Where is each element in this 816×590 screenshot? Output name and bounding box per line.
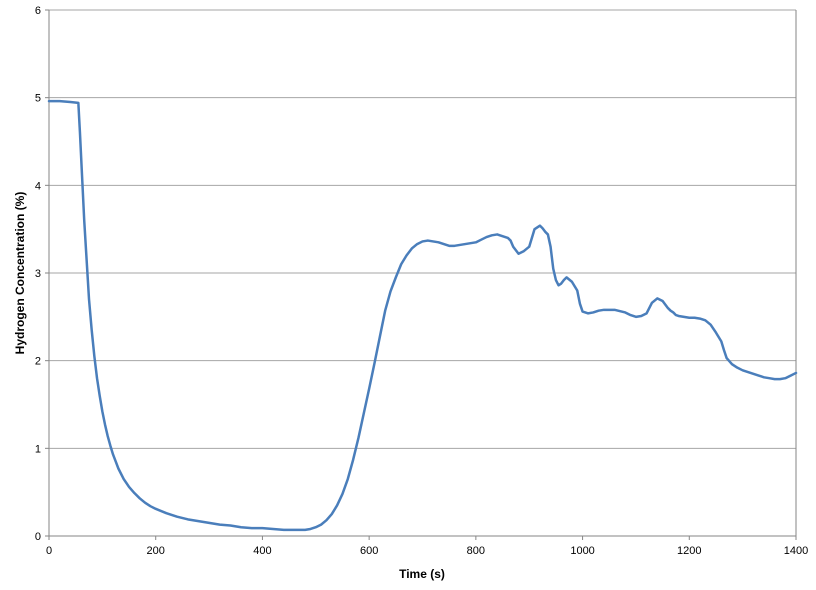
x-tick-label-5: 1000 (570, 545, 594, 557)
y-tick-label-6: 6 (35, 5, 41, 17)
y-axis-title: Hydrogen Concentration (%) (13, 192, 27, 355)
y-tick-label-0: 0 (35, 531, 41, 543)
x-tick-label-1: 200 (147, 545, 165, 557)
axes (45, 9, 797, 540)
series-line-0 (47, 99, 798, 532)
x-tick-label-4: 800 (467, 545, 485, 557)
gridlines (49, 9, 796, 449)
x-tick-label-7: 1400 (784, 545, 808, 557)
y-tick-label-3: 3 (35, 268, 41, 280)
x-tick-label-2: 400 (253, 545, 271, 557)
x-tick-label-0: 0 (46, 545, 52, 557)
x-axis-title: Time (s) (399, 567, 445, 581)
tick-labels: 0 1 2 3 4 5 6 0 200 400 600 800 1000 1200 1400 (35, 5, 808, 557)
data-series (47, 99, 798, 532)
y-tick-label-4: 4 (35, 180, 41, 192)
y-tick-label-2: 2 (35, 356, 41, 368)
x-tick-label-6: 1200 (677, 545, 701, 557)
y-tick-label-1: 1 (35, 443, 41, 455)
x-tick-label-3: 600 (360, 545, 378, 557)
y-tick-label-5: 5 (35, 93, 41, 105)
